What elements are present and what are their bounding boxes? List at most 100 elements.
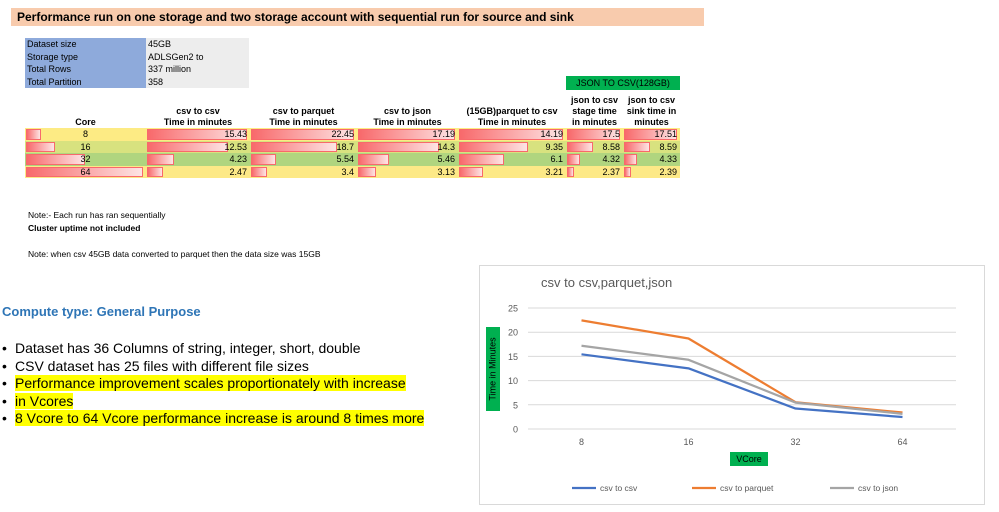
data-bar [358, 154, 389, 165]
x-axis-label-bg [730, 452, 768, 466]
series-line-csv-to-json [581, 344, 903, 415]
data-bar [147, 141, 228, 152]
header-line1: csv to json [383, 106, 431, 116]
table-row: 32 4.23 5.54 5.46 6.1 4.32 4.33 [25, 153, 680, 166]
table-header-row: Core csv to csv Time in minutes csv to pa… [25, 90, 680, 128]
bullet-text: in Vcores [15, 392, 74, 409]
x-tick-label: 16 [683, 437, 693, 447]
data-bar [147, 129, 247, 140]
data-bar [358, 141, 439, 152]
header-line2: Time in minutes [163, 117, 233, 127]
cell-value: 3.13 [437, 166, 455, 177]
header-line2: Core [75, 117, 96, 127]
header-json-stage: json to csv stage time in minutes [566, 90, 623, 128]
time-cell: 17.51 [623, 128, 680, 141]
data-bar [459, 154, 504, 165]
cell-value: 5.54 [336, 154, 354, 165]
bullet-text: CSV dataset has 25 files with different … [15, 357, 309, 374]
data-bar [624, 166, 631, 177]
info-row: Total Rows 337 million [25, 63, 249, 76]
core-cell: 16 [25, 140, 146, 153]
time-cell: 9.35 [458, 140, 566, 153]
cell-value: 8.59 [659, 141, 677, 152]
cell-value: 22.45 [331, 129, 354, 140]
header-parquet-to-csv: (15GB)parquet to csv Time in minutes [458, 90, 566, 128]
cell-value: 17.5 [602, 129, 620, 140]
cell-value: 14.19 [540, 129, 563, 140]
cell-value: 5.46 [437, 154, 455, 165]
y-tick-label: 25 [508, 304, 518, 314]
time-cell: 17.5 [566, 128, 623, 141]
cell-value: 17.19 [432, 129, 455, 140]
y-tick-label: 20 [508, 328, 518, 338]
header-core: Core [25, 90, 146, 128]
time-cell: 3.4 [250, 165, 357, 178]
info-key: Total Rows [25, 63, 146, 76]
core-cell: 32 [25, 153, 146, 166]
time-cell: 18.7 [250, 140, 357, 153]
dataset-info-table: Dataset size 45GB Storage type ADLSGen2 … [25, 38, 249, 88]
info-row: Storage type ADLSGen2 to ADLSGen2 [25, 50, 249, 74]
data-bar [26, 166, 143, 177]
core-cell: 64 [25, 165, 146, 178]
cell-value: 64 [80, 166, 91, 177]
cell-value: 2.37 [602, 166, 620, 177]
cell-value: 6.1 [550, 154, 563, 165]
data-bar [26, 154, 85, 165]
data-bar [26, 129, 41, 140]
cell-value: 32 [80, 154, 91, 165]
cell-value: 12.53 [224, 141, 247, 152]
time-cell: 8.58 [566, 140, 623, 153]
header-line1: csv to parquet [272, 106, 335, 116]
x-tick-label: 32 [790, 437, 800, 447]
header-line2: Time in minutes [477, 117, 547, 127]
time-cell: 14.3 [357, 140, 458, 153]
data-bar [624, 129, 677, 140]
bullet-text: 8 Vcore to 64 Vcore performance increase… [15, 410, 425, 426]
data-bar [358, 129, 455, 140]
header-line2: in minutes [571, 117, 617, 127]
table-row: 8 15.43 22.45 17.19 14.19 17.5 17.51 [25, 128, 680, 141]
info-value: 337 million [146, 63, 249, 76]
info-row: Dataset size 45GB [25, 38, 249, 51]
cell-value: 2.47 [229, 166, 247, 177]
data-bar [567, 154, 580, 165]
time-cell: 6.1 [458, 153, 566, 166]
data-bar [358, 166, 376, 177]
info-value: ADLSGen2 to ADLSGen2 [146, 50, 249, 74]
series-line-csv-to-csv [581, 353, 903, 419]
header-line2: minutes [634, 117, 669, 127]
info-value: 358 [146, 75, 249, 88]
cell-value: 4.23 [229, 154, 247, 165]
header-csv-to-csv: csv to csv Time in minutes [146, 90, 250, 128]
compute-type-title: Compute type: General Purpose [2, 304, 201, 319]
info-value: 45GB [146, 38, 249, 51]
time-cell: 22.45 [250, 128, 357, 141]
data-bar [251, 141, 337, 152]
series-line-csv-to-parquet [581, 319, 903, 414]
data-bar [251, 166, 267, 177]
data-bar [567, 166, 574, 177]
time-cell: 2.37 [566, 165, 623, 178]
y-axis-label: Time in Minutes [487, 337, 497, 401]
y-tick-label: 10 [508, 376, 518, 386]
cell-value: 14.3 [437, 141, 455, 152]
data-bar [459, 129, 563, 140]
header-line1: csv to csv [176, 106, 220, 116]
compute-bullets: Dataset has 36 Columns of string, intege… [2, 340, 425, 428]
page-title: Performance run on one storage and two s… [11, 8, 704, 26]
header-csv-to-json: csv to json Time in minutes [357, 90, 458, 128]
data-bar [147, 166, 163, 177]
cell-value: 4.33 [659, 154, 677, 165]
legend-label: csv to csv [600, 483, 638, 493]
line-chart-svg: csv to csv,parquet,json 0 5 10 15 20 25 8 16 32 64… [486, 275, 956, 493]
performance-table: Core csv to csv Time in minutes csv to pa… [25, 90, 680, 178]
data-bar [147, 154, 174, 165]
cell-value: 18.7 [336, 141, 354, 152]
info-key: Storage type [25, 50, 146, 63]
table-row: 64 2.47 3.4 3.13 3.21 2.37 2.39 [25, 165, 680, 178]
data-bar [26, 141, 55, 152]
cell-value: 16 [80, 141, 91, 152]
cell-value: 17.51 [654, 129, 677, 140]
data-bar [459, 166, 483, 177]
